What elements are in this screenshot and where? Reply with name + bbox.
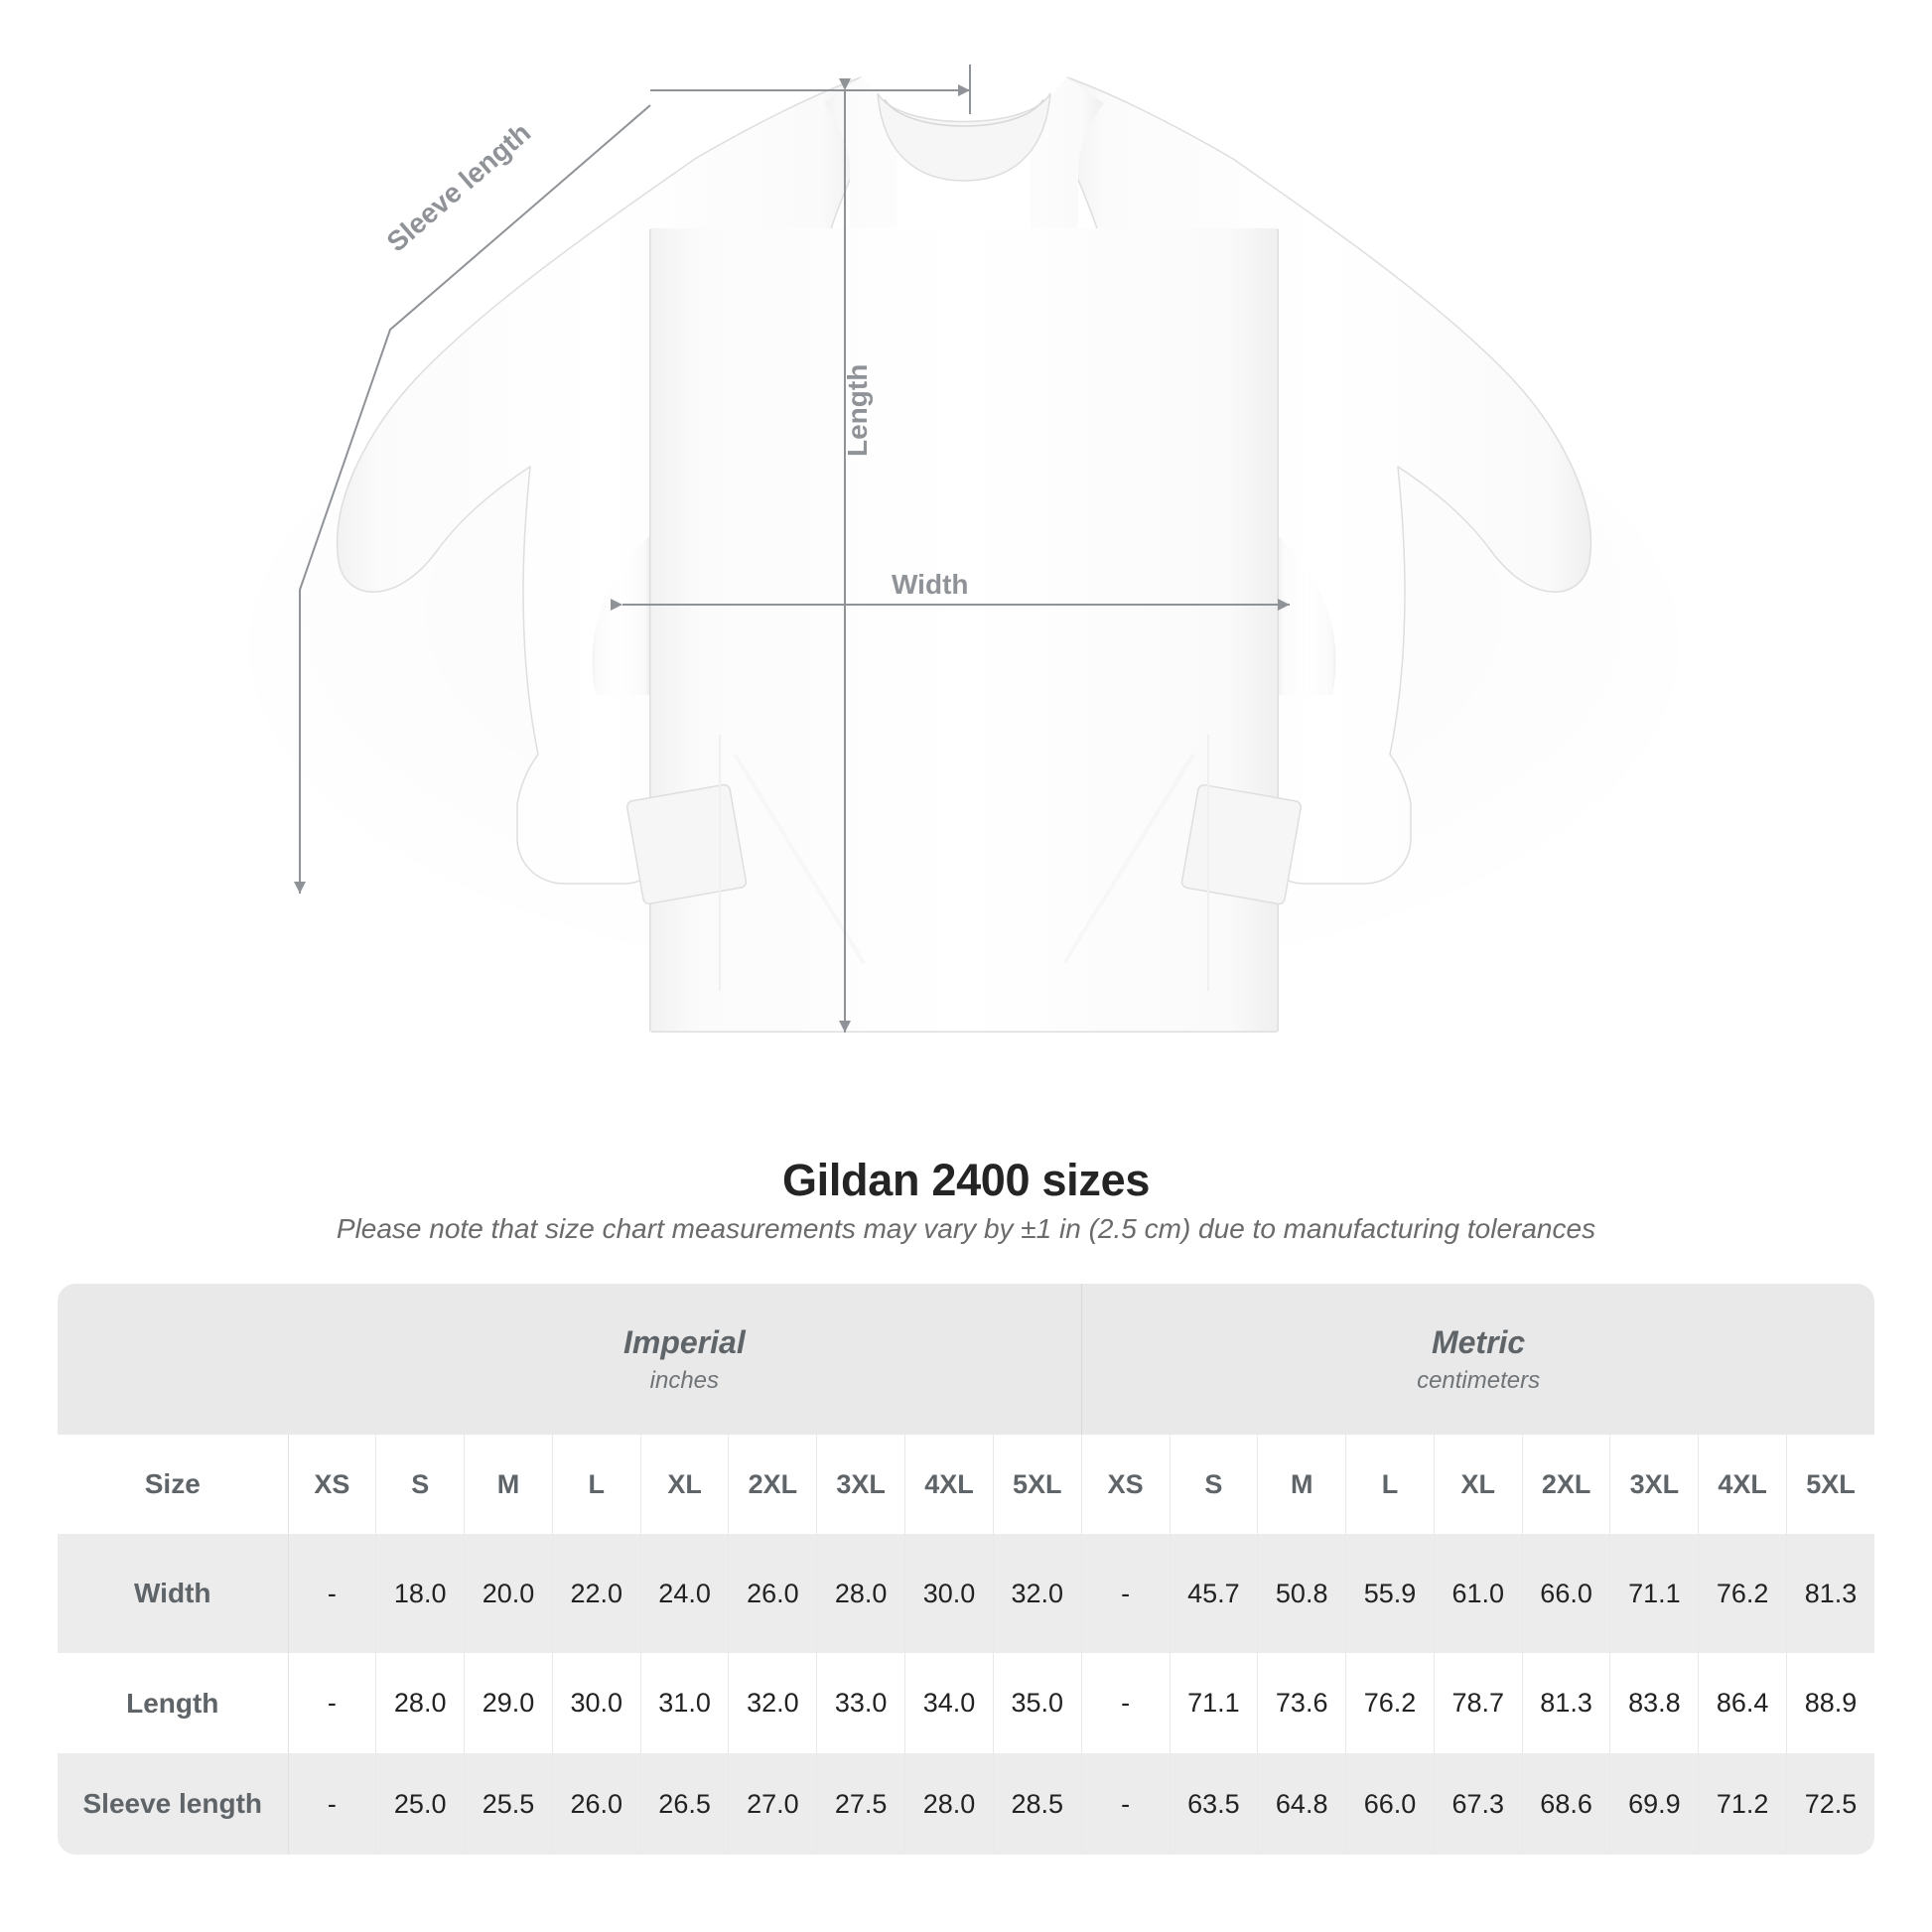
svg-text:Length: Length [842, 364, 873, 457]
svg-text:Width: Width [892, 569, 969, 600]
svg-text:Sleeve length: Sleeve length [381, 117, 537, 258]
